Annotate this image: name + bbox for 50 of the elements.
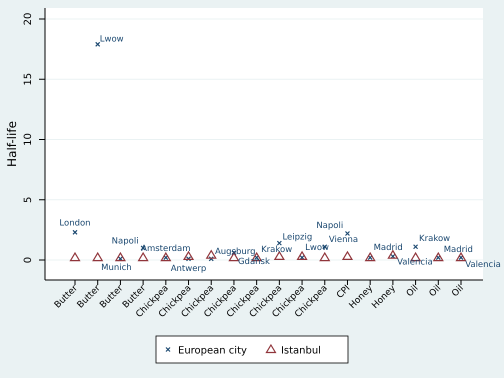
annotation: Napoli [112, 236, 139, 246]
text: Munich [101, 263, 132, 274]
annotation: London [59, 218, 91, 229]
y-tick-label: 0 [23, 256, 34, 264]
annotation: Augsburg [214, 247, 256, 258]
annotation: Lwow [305, 242, 330, 253]
point [388, 250, 398, 259]
point [95, 42, 100, 47]
point [115, 252, 126, 262]
y-axis-title: Half-life [5, 121, 19, 167]
point [456, 252, 466, 262]
point [160, 252, 171, 262]
point [365, 252, 376, 262]
annotation: Valencia [397, 258, 433, 268]
point [208, 256, 214, 262]
annotation: Lwow [100, 34, 124, 45]
annotation: Napoli [316, 221, 344, 232]
annotation: Madrid [374, 242, 403, 253]
annotation: Vienna [328, 234, 358, 245]
legend-label: Istanbul [280, 346, 321, 356]
legend-label: European city [178, 346, 248, 356]
point [72, 230, 78, 235]
point [206, 250, 216, 259]
y-tick-label: 15 [23, 72, 34, 86]
point [412, 244, 418, 250]
annotation: Madrid [444, 244, 473, 255]
point [276, 240, 282, 246]
x-tick-label: Oil [404, 284, 421, 300]
x-tick-label: Oil [450, 284, 466, 300]
point [92, 252, 103, 262]
point [433, 252, 444, 262]
point [183, 251, 194, 260]
x-tick-label: CPI [335, 284, 352, 301]
y-tick-label: 10 [23, 133, 34, 146]
point [70, 252, 80, 262]
annotation: Krakow [419, 234, 450, 244]
point [296, 251, 308, 260]
annotation: Gdansk [238, 257, 270, 268]
point [186, 256, 192, 262]
point [342, 251, 353, 260]
point [138, 252, 148, 262]
annotation: Leipzig [282, 232, 312, 242]
annotation: Krakow [261, 244, 292, 255]
text: Antwerp [170, 264, 206, 274]
y-tick-label: 5 [23, 196, 34, 203]
point [320, 252, 330, 262]
x-tick-label: Oil [428, 284, 444, 300]
annotation: Amsterdam [141, 244, 190, 254]
y-tick-label: 20 [23, 12, 34, 26]
annotation: Valencia [465, 260, 501, 270]
